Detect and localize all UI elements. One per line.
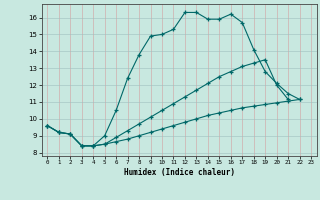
- X-axis label: Humidex (Indice chaleur): Humidex (Indice chaleur): [124, 168, 235, 177]
